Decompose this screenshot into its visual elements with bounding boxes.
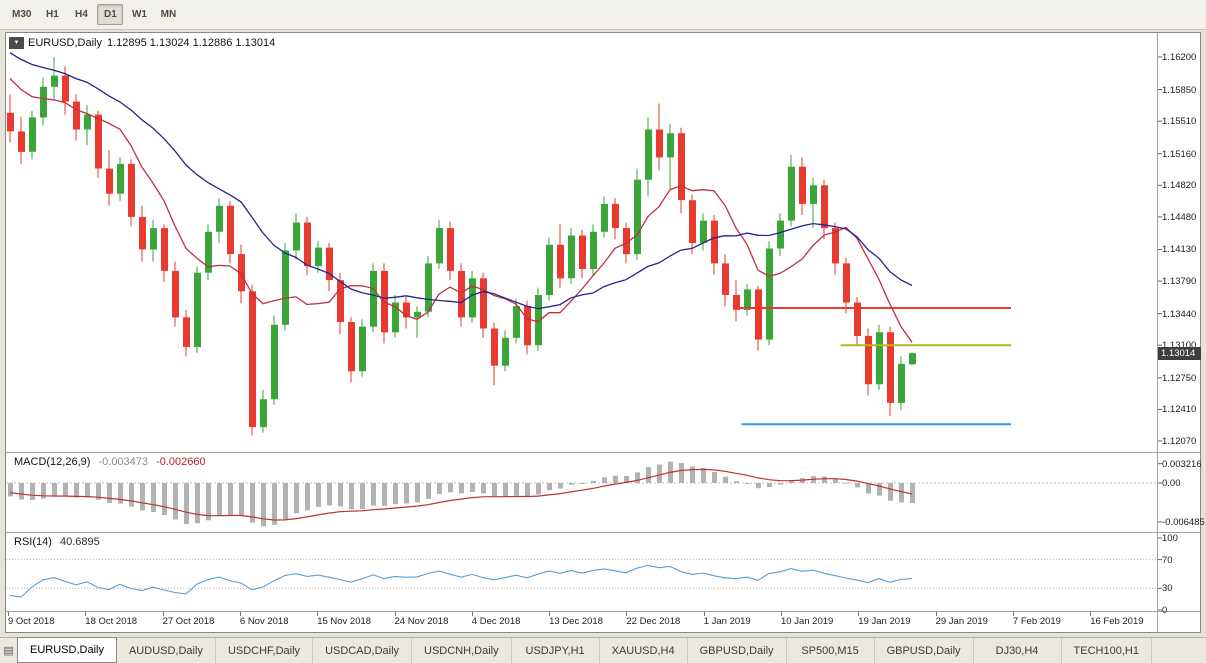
pane-splitter[interactable] — [6, 452, 1200, 453]
chart-tab-usdchf-daily[interactable]: USDCHF,Daily — [216, 638, 314, 663]
date-axis-tick — [239, 612, 241, 616]
date-axis-tick — [626, 612, 628, 616]
timeframe-button-w1[interactable]: W1 — [131, 9, 147, 20]
date-axis-label: 9 Oct 2018 — [8, 616, 55, 627]
price-axis-label: 1.13440 — [1162, 308, 1197, 320]
chart-tab-usdjpy-h1[interactable]: USDJPY,H1 — [512, 638, 600, 663]
macd-axis-label: 0.003216 — [1162, 458, 1202, 470]
date-axis-tick — [549, 612, 551, 616]
price-axis-label: 1.15510 — [1162, 116, 1197, 128]
date-axis-tick — [781, 612, 782, 616]
price-chart-canvas[interactable] — [6, 33, 1200, 452]
price-axis-label: 1.12750 — [1162, 372, 1197, 384]
rsi-axis-label: 70 — [1162, 554, 1173, 566]
macd-legend: MACD(12,26,9) -0.003473 -0.002660 — [14, 456, 211, 468]
date-axis-tick — [85, 612, 87, 616]
chart-tab-usdcad-daily[interactable]: USDCAD,Daily — [313, 638, 413, 663]
chevron-down-icon: ▼ — [13, 40, 20, 46]
price-axis-label: 1.16200 — [1162, 52, 1197, 63]
date-axis-label: 19 Jan 2019 — [858, 616, 911, 627]
date-axis-tick — [1090, 612, 1092, 616]
date-axis-tick — [162, 612, 164, 616]
rsi-chart-canvas[interactable] — [6, 533, 1200, 611]
date-axis-tick — [471, 612, 473, 616]
macd-value-main: -0.003473 — [98, 456, 149, 468]
timeframe-button-h4[interactable]: H4 — [75, 9, 88, 20]
timeframe-button-d1[interactable]: D1 — [97, 4, 124, 25]
chart-tab-sp500-m15[interactable]: SP500,M15 — [787, 638, 875, 663]
current-price-badge: 1.13014 — [1158, 347, 1201, 361]
rsi-legend: RSI(14) 40.6895 — [14, 536, 105, 548]
date-axis-separator — [6, 611, 1200, 612]
price-axis-label: 1.13100 — [1162, 340, 1197, 352]
price-axis-label: 1.14130 — [1162, 244, 1197, 256]
date-axis-label: 29 Jan 2019 — [935, 616, 988, 627]
macd-label: MACD(12,26,9) — [14, 456, 91, 468]
macd-axis-label: 0.00 — [1162, 478, 1181, 489]
date-axis-label: 27 Oct 2018 — [162, 616, 215, 627]
one-click-trading-toggle[interactable]: ▼ — [9, 37, 24, 49]
date-axis-label: 4 Dec 2018 — [471, 616, 521, 627]
macd-chart-canvas[interactable] — [6, 453, 1200, 532]
timeframe-button-h1[interactable]: H1 — [46, 9, 59, 20]
price-axis-label: 1.12070 — [1162, 436, 1197, 447]
rsi-label: RSI(14) — [14, 536, 52, 548]
chart-tab-usdcnh-daily[interactable]: USDCNH,Daily — [412, 638, 512, 663]
pane-splitter[interactable] — [6, 532, 1200, 533]
date-axis-tick — [1012, 612, 1014, 616]
price-axis-separator — [1157, 33, 1158, 632]
price-axis-label: 1.12410 — [1162, 404, 1197, 416]
chart-tab-dj30-h4[interactable]: DJ30,H4 — [974, 638, 1062, 663]
timeframe-toolbar: M30 H1 H4 D1 W1 MN — [0, 0, 1206, 30]
date-axis-label: 18 Oct 2018 — [85, 616, 138, 627]
price-axis-label: 1.15850 — [1162, 84, 1197, 96]
macd-value-signal: -0.002660 — [156, 456, 206, 468]
date-axis-tick — [703, 612, 705, 616]
date-axis-label: 22 Dec 2018 — [626, 616, 681, 627]
chart-legend: EURUSD,Daily 1.12895 1.13024 1.12886 1.13… — [28, 37, 280, 49]
date-axis-label: 6 Nov 2018 — [239, 616, 289, 627]
date-axis-label: 1 Jan 2019 — [703, 616, 751, 627]
chart-window: ▼ EURUSD,Daily 1.12895 1.13024 1.12886 1.… — [5, 32, 1205, 633]
price-axis-label: 1.14820 — [1162, 180, 1197, 192]
rsi-value: 40.6895 — [59, 536, 100, 548]
window-list-icon[interactable]: ▤ — [3, 645, 14, 657]
date-axis-label: 15 Nov 2018 — [317, 616, 372, 627]
date-axis-tick — [858, 612, 860, 616]
rsi-axis-label: 30 — [1162, 583, 1173, 595]
date-axis-label: 13 Dec 2018 — [549, 616, 603, 627]
chart-tabbar-tabs: EURUSD,Daily AUDUSD,Daily USDCHF,Daily USDC… — [17, 637, 1152, 663]
price-axis-label: 1.13790 — [1162, 276, 1197, 288]
chart-tab-audusd-daily[interactable]: AUDUSD,Daily — [117, 638, 216, 663]
chart-tabbar: ▤ EURUSD,Daily AUDUSD,Daily USDCHF,Daily US… — [0, 637, 1206, 663]
date-axis-label: 24 Nov 2018 — [394, 616, 449, 627]
price-axis-label: 1.15160 — [1162, 148, 1197, 160]
price-axis-label: 1.14480 — [1162, 211, 1197, 223]
date-axis-label: 7 Feb 2019 — [1012, 616, 1061, 627]
chart-tab-xauusd-h4[interactable]: XAUUSD,H4 — [600, 638, 688, 663]
date-axis-tick — [8, 612, 9, 616]
chart-ohlc-values: 1.12895 1.13024 1.12886 1.13014 — [106, 37, 276, 49]
chart-tab-gbpusd-daily[interactable]: GBPUSD,Daily — [875, 638, 974, 663]
timeframe-button-m30[interactable]: M30 — [12, 9, 32, 20]
rsi-axis-label: 0 — [1162, 605, 1168, 616]
date-axis-label: 10 Jan 2019 — [781, 616, 834, 627]
chart-tab-tech100-h1[interactable]: TECH100,H1 — [1062, 638, 1152, 663]
date-axis-tick — [935, 612, 937, 616]
chart-tab-gbpusd-daily[interactable]: GBPUSD,Daily — [688, 638, 787, 663]
date-axis-tick — [317, 612, 319, 616]
chart-tab-eurusd-daily[interactable]: EURUSD,Daily — [17, 637, 117, 663]
chart-symbol-period: EURUSD,Daily — [28, 37, 102, 49]
rsi-axis-label: 100 — [1162, 533, 1178, 544]
date-axis-tick — [394, 612, 396, 616]
macd-axis-label: -0.006485 — [1162, 516, 1205, 528]
timeframe-button-mn[interactable]: MN — [160, 9, 177, 20]
date-axis-label: 16 Feb 2019 — [1090, 616, 1144, 627]
